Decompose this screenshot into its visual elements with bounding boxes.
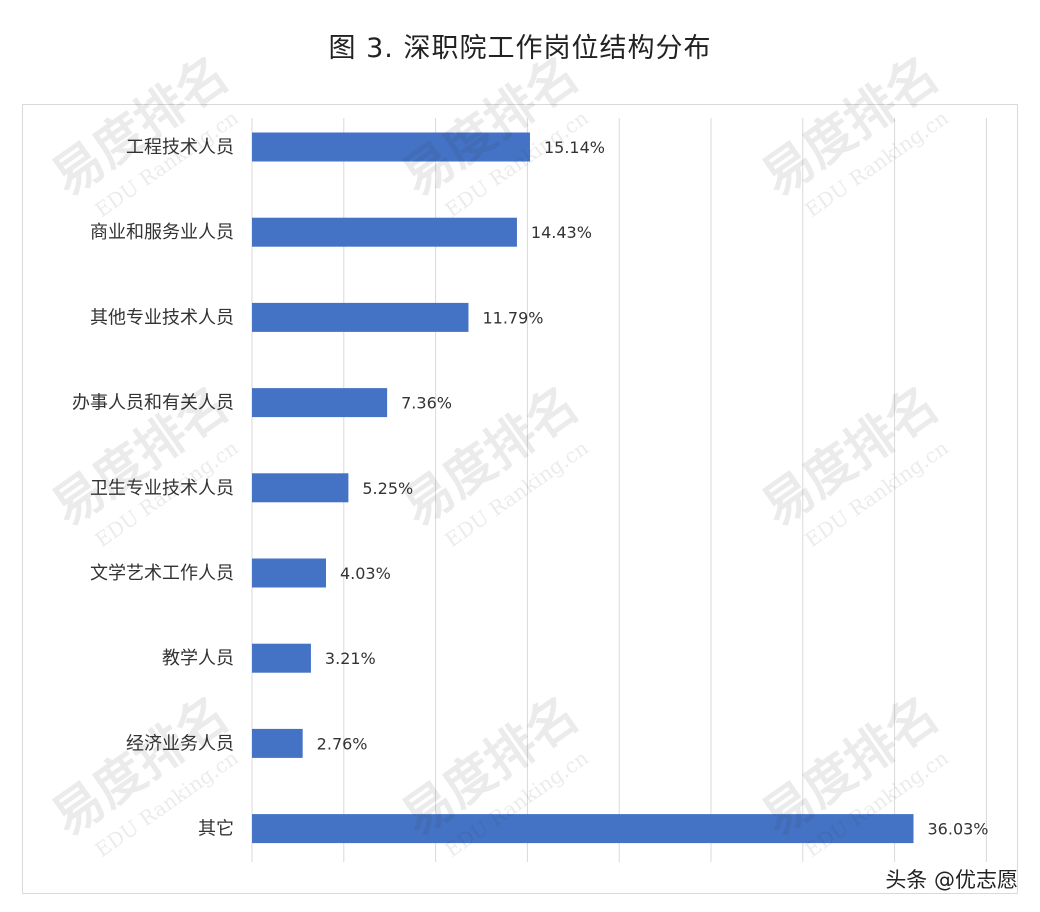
value-label: 3.21% xyxy=(325,649,376,668)
category-label: 其它 xyxy=(198,819,234,840)
category-label: 办事人员和有关人员 xyxy=(72,393,234,414)
value-labels: 15.14% 14.43% 11.79% 7.36% 5.25% 4.03% 3.21% 2.… xyxy=(317,138,989,839)
category-label: 工程技术人员 xyxy=(126,137,234,158)
value-label: 5.25% xyxy=(362,479,413,498)
bar xyxy=(252,558,326,588)
bar xyxy=(252,217,517,247)
chart-frame xyxy=(22,104,1018,894)
bar xyxy=(252,643,311,673)
chart-title: 图 3. 深职院工作岗位结构分布 xyxy=(328,33,712,64)
bar xyxy=(252,132,530,162)
category-label: 其他专业技术人员 xyxy=(90,307,234,328)
value-label: 14.43% xyxy=(531,223,592,242)
value-label: 2.76% xyxy=(317,734,368,753)
value-label: 11.79% xyxy=(482,308,543,327)
value-label: 4.03% xyxy=(340,564,391,583)
value-label: 7.36% xyxy=(401,394,452,413)
bar xyxy=(252,473,349,503)
bar xyxy=(252,814,914,844)
category-label: 文学艺术工作人员 xyxy=(90,563,234,584)
bars xyxy=(252,132,914,844)
bar xyxy=(252,728,303,758)
category-label: 商业和服务业人员 xyxy=(90,222,234,243)
category-labels: 工程技术人员商业和服务业人员其他专业技术人员办事人员和有关人员卫生专业技术人员文… xyxy=(72,137,234,840)
value-label: 15.14% xyxy=(544,138,605,157)
category-label: 卫生专业技术人员 xyxy=(90,478,234,499)
category-label: 教学人员 xyxy=(162,648,234,669)
bar xyxy=(252,388,388,418)
value-label: 36.03% xyxy=(928,820,989,839)
footer-watermark: 头条 @优志愿 xyxy=(885,868,1018,892)
category-label: 经济业务人员 xyxy=(126,733,234,754)
bar xyxy=(252,302,469,332)
